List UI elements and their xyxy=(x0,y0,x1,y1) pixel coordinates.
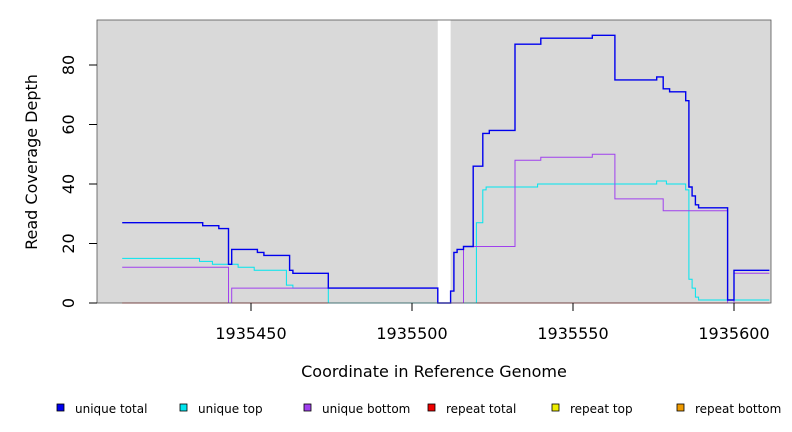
series-line-unique-bottom xyxy=(122,153,770,304)
y-tick-label: 60 xyxy=(59,114,78,134)
y-tick-label: 0 xyxy=(59,298,78,308)
legend-label: repeat bottom xyxy=(695,402,781,416)
series-line-unique-top xyxy=(122,180,770,304)
legend-swatch xyxy=(676,403,685,412)
series-line-unique-total xyxy=(122,34,770,304)
x-axis-title: Coordinate in Reference Genome xyxy=(301,362,567,381)
y-tick-label: 20 xyxy=(59,233,78,253)
plot-border xyxy=(96,19,772,304)
x-axis: 1935450 1935500 1935550 1935600 xyxy=(215,303,770,343)
y-tick-label: 40 xyxy=(59,174,78,194)
legend-swatch xyxy=(303,403,312,412)
plot-background-right xyxy=(450,20,771,303)
plot-background-left xyxy=(97,20,438,303)
legend-swatch xyxy=(179,403,188,412)
y-tick-label: 80 xyxy=(59,55,78,75)
legend-label: repeat top xyxy=(570,402,633,416)
x-tick-label: 1935600 xyxy=(698,324,769,343)
legend-label: unique total xyxy=(75,402,147,416)
legend: unique total unique top unique bottom repea… xyxy=(56,402,781,416)
y-axis: 0 20 40 60 80 xyxy=(59,55,97,308)
legend-swatch xyxy=(56,403,65,412)
legend-swatch xyxy=(427,403,436,412)
y-axis-title: Read Coverage Depth xyxy=(22,74,41,250)
legend-label: repeat total xyxy=(446,402,516,416)
x-tick-label: 1935500 xyxy=(376,324,447,343)
plot-background xyxy=(97,20,771,303)
x-tick-label: 1935450 xyxy=(215,324,286,343)
legend-label: unique top xyxy=(198,402,263,416)
legend-swatch xyxy=(551,403,560,412)
x-tick-label: 1935550 xyxy=(537,324,608,343)
plot-frame xyxy=(96,19,772,304)
legend-label: unique bottom xyxy=(322,402,410,416)
